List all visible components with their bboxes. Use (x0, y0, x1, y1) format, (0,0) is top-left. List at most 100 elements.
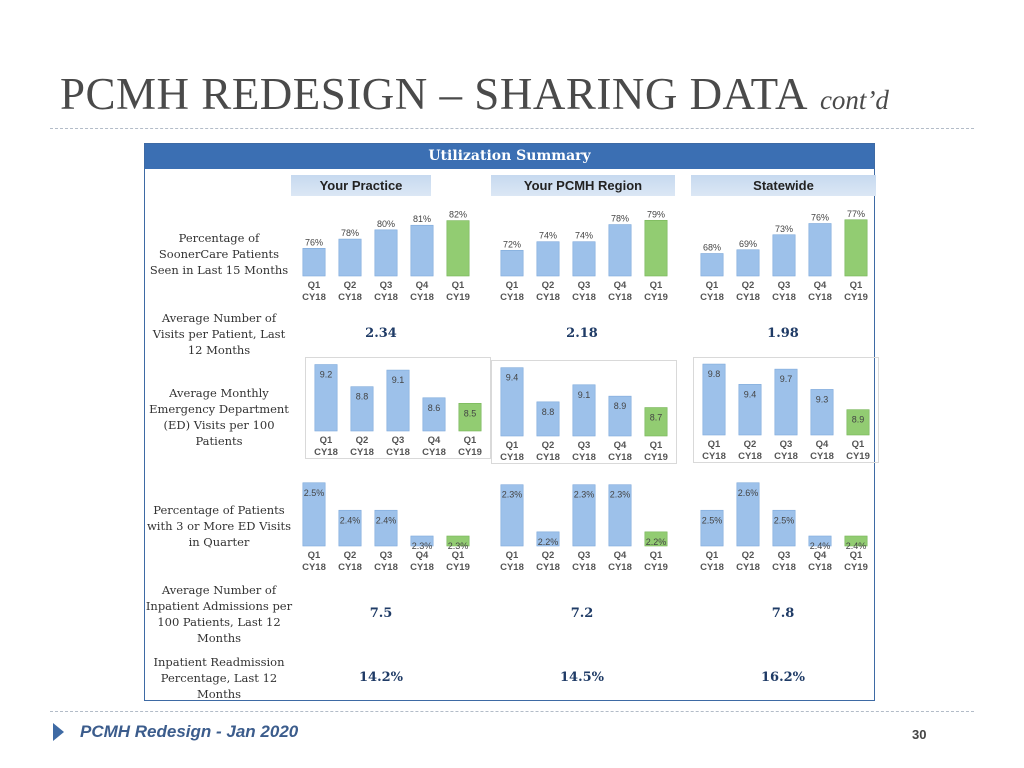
x-tick-label: Q1 (452, 280, 465, 291)
x-tick-label: CY18 (772, 562, 796, 573)
x-tick-label: CY18 (374, 292, 398, 303)
bar-value-label: 2.5% (774, 515, 795, 525)
bar-value-label: 9.4 (506, 373, 519, 383)
visits-per-patient-pcmh-region: 2.18 (566, 326, 598, 341)
bar-value-label: 2.2% (538, 537, 559, 547)
bar (608, 224, 632, 277)
x-tick-label: Q3 (392, 435, 405, 446)
bar (572, 384, 596, 437)
x-tick-label: CY18 (314, 447, 338, 458)
bar (736, 249, 760, 277)
chart-3plus-ed-visits-pcmh-region: 2.3% Q1 CY18 2.2% Q2 CY18 2.3% Q3 CY18 2.3% Q4 CY18… (491, 478, 677, 574)
x-tick-label: CY18 (410, 292, 434, 303)
row-label-visits-per-patient: Average Number of Visits per Patient, La… (152, 311, 286, 357)
table-header: Utilization Summary (145, 144, 874, 169)
readmission-pcmh-region: 14.5% (559, 670, 604, 685)
x-tick-label: Q1 (650, 280, 663, 291)
bar (810, 389, 834, 436)
bar-value-label: 9.4 (744, 389, 757, 399)
chart-ed-visits-your-practice: 9.2 Q1 CY18 8.8 Q2 CY18 9.1 Q3 CY18 8.6 Q4 CY18 8.5 Q… (305, 357, 491, 459)
bar-value-label: 2.3% (412, 541, 433, 551)
bar (422, 397, 446, 432)
row-label-ed-visits: Average Monthly Emergency Department (ED… (149, 386, 289, 448)
bar-value-label: 2.5% (304, 488, 325, 498)
bar (500, 367, 524, 437)
x-tick-label: CY18 (808, 292, 832, 303)
x-tick-label: CY18 (302, 292, 326, 303)
x-tick-label: CY18 (608, 562, 632, 573)
x-tick-label: CY18 (700, 562, 724, 573)
x-tick-label: Q4 (416, 550, 429, 561)
x-tick-label: CY18 (374, 562, 398, 573)
x-tick-label: CY18 (536, 452, 560, 463)
x-tick-label: Q4 (416, 280, 429, 291)
x-tick-label: CY19 (446, 562, 470, 573)
bar-value-label: 78% (611, 214, 629, 224)
x-tick-label: Q4 (814, 550, 827, 561)
x-tick-label: Q2 (356, 435, 369, 446)
bar (572, 484, 596, 547)
chart-svg: 9.8Q1CY189.4Q2CY189.7Q3CY189.3Q4CY188.9Q… (693, 357, 879, 463)
bar-value-label: 2.4% (376, 515, 397, 525)
x-tick-label: CY18 (500, 292, 524, 303)
x-tick-label: Q3 (780, 439, 793, 450)
x-tick-label: Q1 (452, 550, 465, 561)
bar (644, 219, 668, 277)
x-tick-label: Q1 (506, 550, 519, 561)
chart-svg: 9.2Q1CY188.8Q2CY189.1Q3CY188.6Q4CY188.5Q… (305, 357, 491, 459)
x-tick-label: Q1 (850, 550, 863, 561)
bar-value-label: 2.4% (340, 515, 361, 525)
bar-value-label: 9.3 (816, 394, 829, 404)
x-tick-label: Q3 (578, 280, 591, 291)
x-tick-label: CY19 (458, 447, 482, 458)
x-tick-label: CY18 (700, 292, 724, 303)
x-tick-label: CY18 (738, 451, 762, 462)
footer-arrow-icon (53, 723, 64, 741)
bar-value-label: 9.8 (708, 369, 721, 379)
x-tick-label: CY18 (572, 562, 596, 573)
x-tick-label: Q4 (614, 550, 627, 561)
footer-divider (50, 711, 974, 712)
bar (774, 368, 798, 436)
bar (702, 363, 726, 436)
bar-value-label: 79% (647, 209, 665, 219)
readmission-your-practice: 14.2% (358, 670, 403, 685)
bar-value-label: 9.2 (320, 370, 333, 380)
chart-svg: 9.4Q1CY188.8Q2CY189.1Q3CY188.9Q4CY188.7Q… (491, 360, 677, 464)
x-tick-label: Q3 (578, 440, 591, 451)
x-tick-label: Q2 (344, 550, 357, 561)
inpatient-admissions-statewide: 7.8 (771, 606, 795, 621)
bar (302, 248, 326, 277)
bar-value-label: 9.1 (392, 375, 405, 385)
x-tick-label: CY18 (808, 562, 832, 573)
row-label-inpatient-admissions: Average Number of Inpatient Admissions p… (145, 583, 293, 645)
bar-value-label: 8.8 (356, 392, 369, 402)
page-number: 30 (912, 727, 927, 742)
chart-svg: 2.5%Q1CY182.4%Q2CY182.4%Q3CY182.3%Q4CY18… (302, 482, 470, 573)
chart-3plus-ed-visits-statewide: 2.5% Q1 CY18 2.6% Q2 CY18 2.5% Q3 CY18 2.4% Q4 CY18… (691, 478, 877, 574)
row-label-patients-seen: Percentage of SoonerCare Patients Seen i… (149, 231, 289, 277)
bar (386, 369, 410, 432)
bar (410, 535, 434, 547)
x-tick-label: CY19 (644, 292, 668, 303)
bar (846, 409, 870, 436)
x-tick-label: Q2 (742, 550, 755, 561)
bar (536, 531, 560, 547)
bar (500, 484, 524, 547)
bar (446, 535, 470, 547)
bar-value-label: 82% (449, 210, 467, 220)
x-tick-label: Q1 (308, 550, 321, 561)
bar (608, 395, 632, 437)
bar (536, 241, 560, 277)
visits-per-patient-your-practice: 2.34 (365, 326, 397, 341)
column-header-your-practice: Your Practice (291, 175, 431, 196)
x-tick-label: CY18 (810, 451, 834, 462)
x-tick-label: CY18 (338, 562, 362, 573)
x-tick-label: Q1 (506, 280, 519, 291)
visits-per-patient-statewide: 1.98 (767, 326, 799, 341)
bar-value-label: 81% (413, 214, 431, 224)
x-tick-label: CY18 (774, 451, 798, 462)
bar (302, 482, 326, 547)
bar (736, 482, 760, 547)
x-tick-label: Q3 (778, 280, 791, 291)
